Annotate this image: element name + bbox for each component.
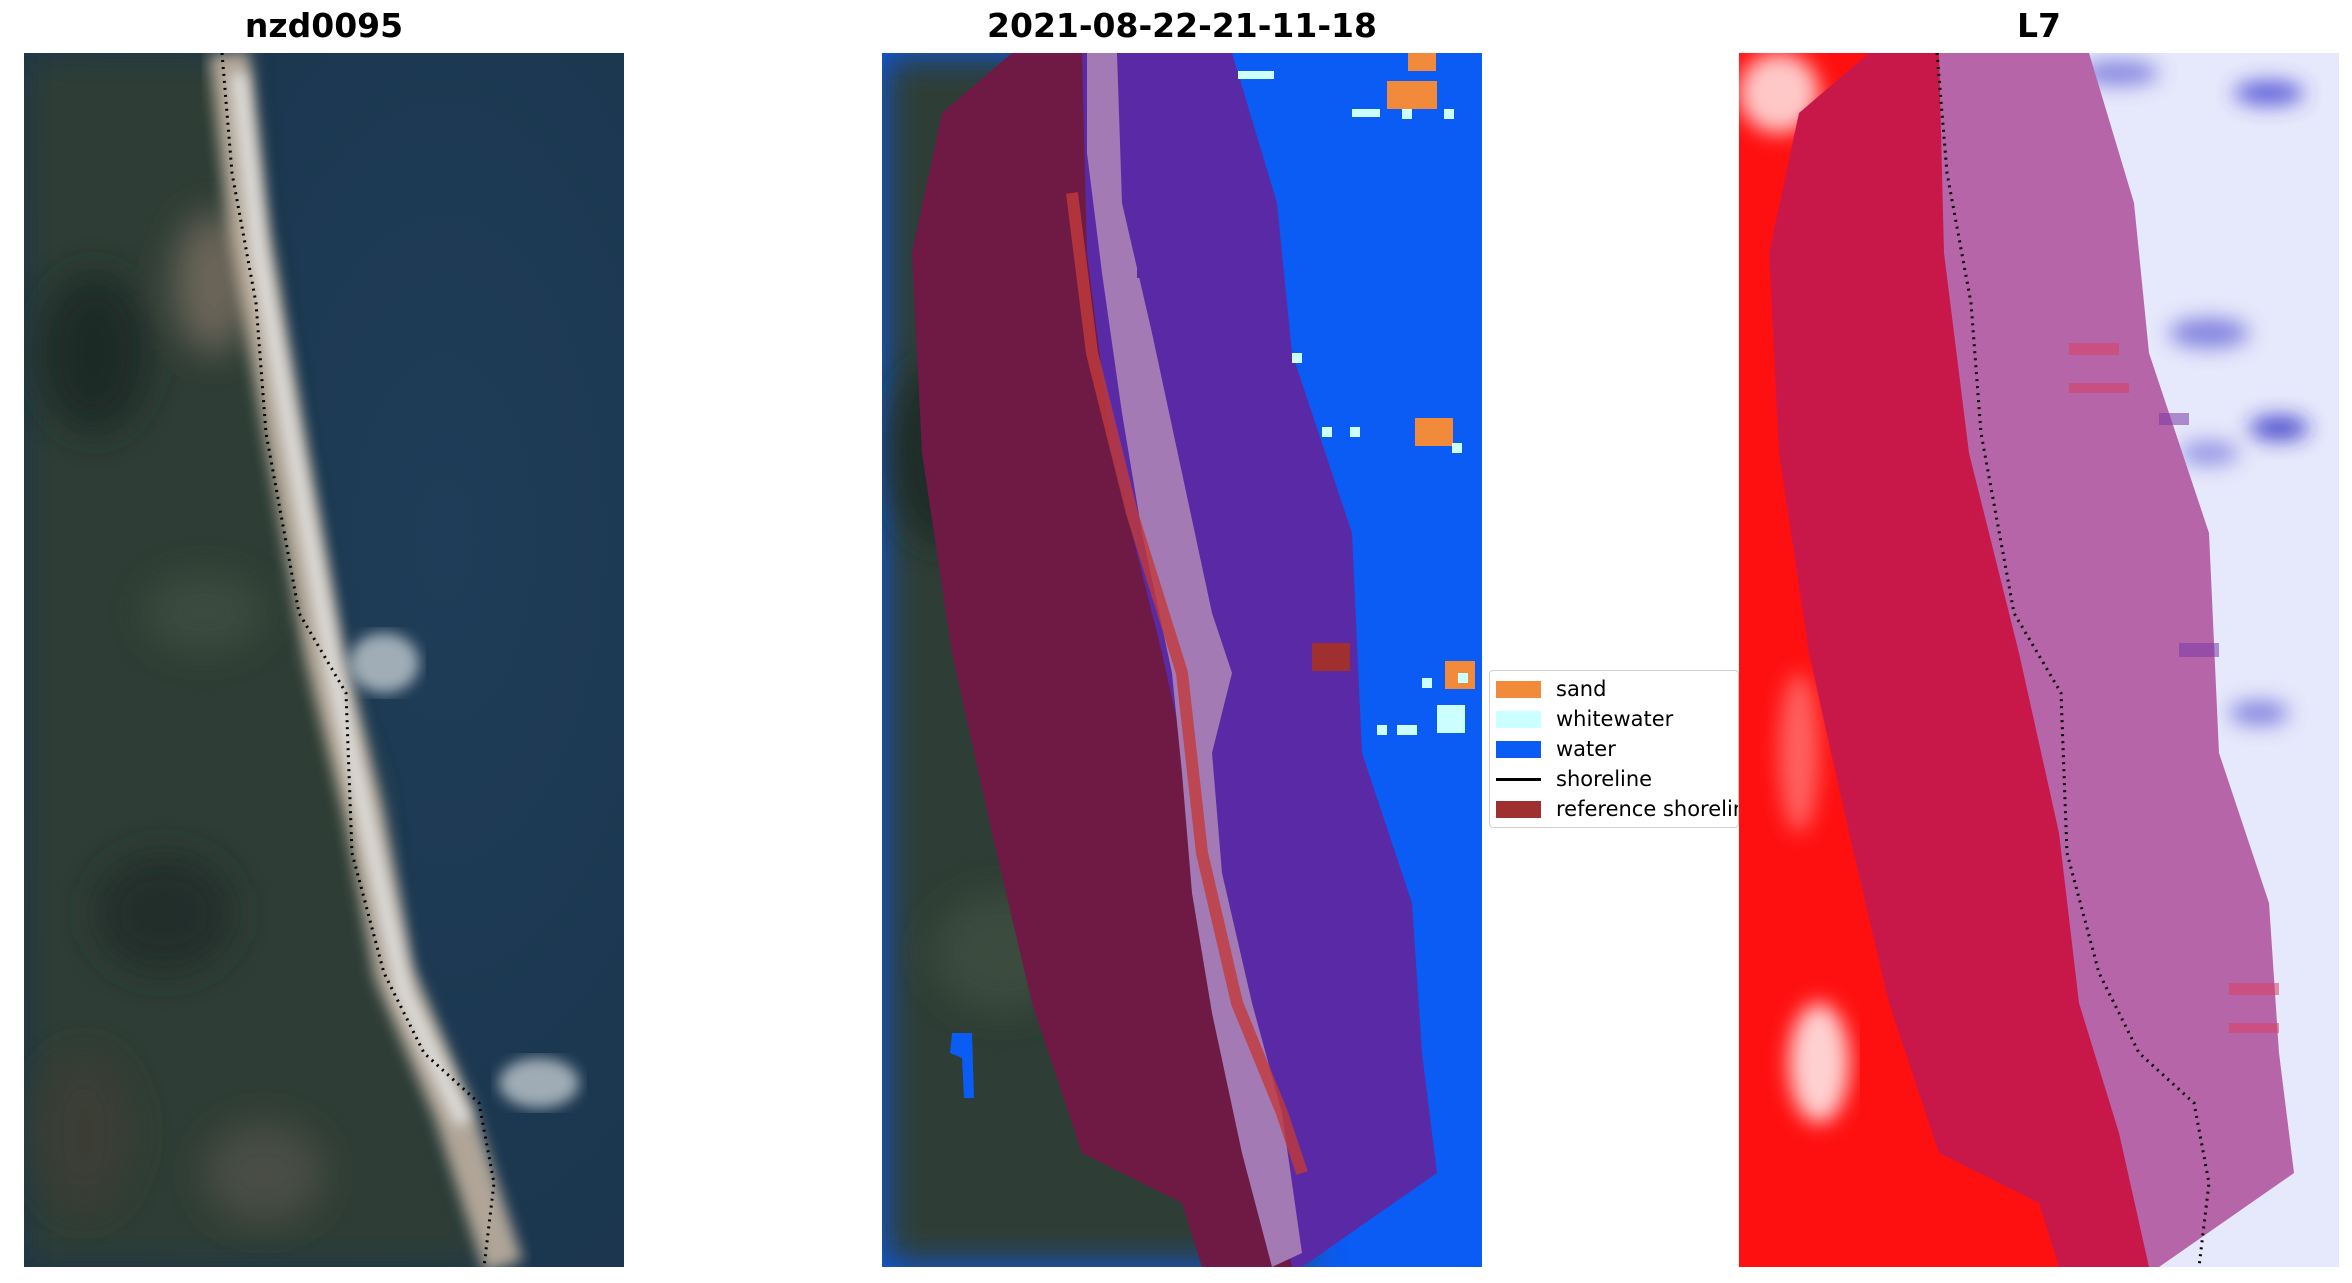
legend-label-sand: sand	[1556, 677, 1607, 701]
classification-panel	[882, 53, 1482, 1267]
classification-image	[882, 53, 1482, 1267]
legend-swatch-sand	[1496, 680, 1541, 698]
sand-patch	[1415, 418, 1453, 446]
legend-swatch-whitewater	[1496, 710, 1541, 728]
index-panel	[1739, 53, 2339, 1267]
panel-title-index: L7	[2017, 6, 2061, 45]
legend-label-shoreline: shoreline	[1556, 767, 1653, 791]
legend-item-reference-shoreline: reference shoreline	[1496, 796, 1739, 822]
shoreline-line	[220, 53, 496, 1267]
legend-item-shoreline: shoreline	[1496, 766, 1652, 792]
legend-label-reference-shoreline: reference shoreline	[1556, 797, 1739, 821]
legend-item-whitewater: whitewater	[1496, 706, 1673, 732]
legend: sand whitewater water shoreline referenc…	[1489, 670, 1739, 828]
legend-item-sand: sand	[1496, 676, 1606, 702]
legend-item-water: water	[1496, 736, 1616, 762]
legend-swatch-water	[1496, 740, 1541, 758]
legend-label-water: water	[1556, 737, 1616, 761]
legend-swatch-reference-shoreline	[1496, 800, 1541, 818]
index-image	[1739, 53, 2339, 1267]
panel-title-rgb: nzd0095	[244, 6, 404, 45]
legend-swatch-shoreline	[1496, 777, 1541, 781]
rgb-image-panel	[24, 53, 624, 1267]
sand-patch	[1408, 53, 1436, 71]
rgb-image	[24, 53, 624, 1267]
sand-patch	[1387, 81, 1437, 109]
panel-title-classified: 2021-08-22-21-11-18	[987, 6, 1377, 45]
legend-label-whitewater: whitewater	[1556, 707, 1674, 731]
